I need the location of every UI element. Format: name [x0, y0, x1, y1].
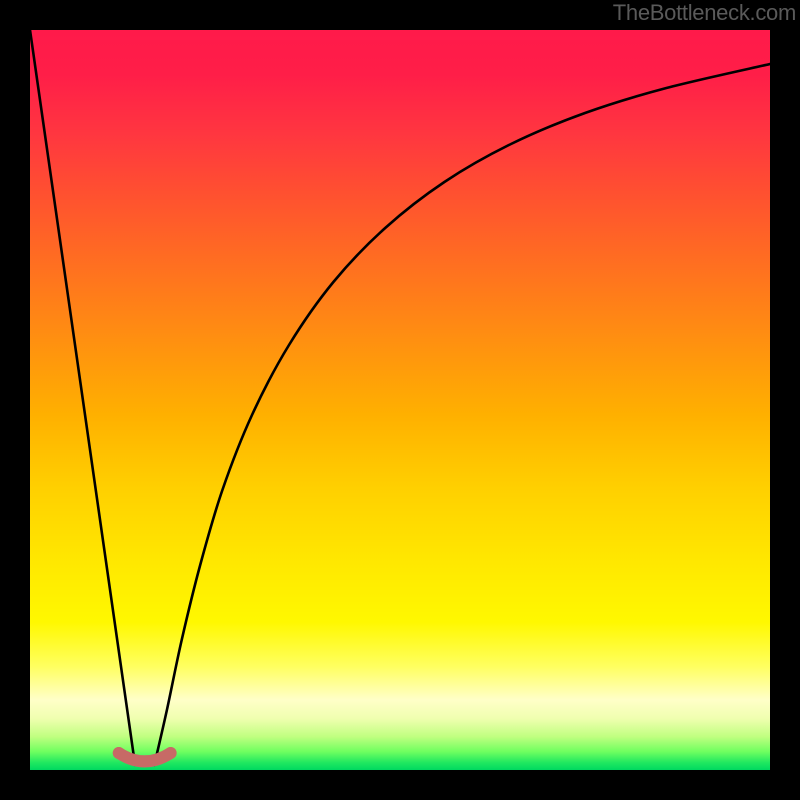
watermark-text: TheBottleneck.com [613, 0, 796, 26]
bottleneck-chart [0, 0, 800, 800]
plot-background [30, 30, 770, 770]
chart-container: TheBottleneck.com [0, 0, 800, 800]
